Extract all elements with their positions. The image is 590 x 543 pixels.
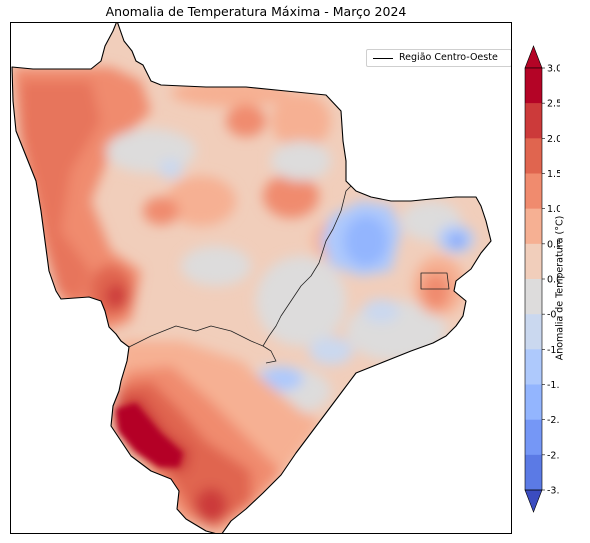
colorbar-tick-label: 2.5 <box>547 99 560 110</box>
colorbar-segment <box>525 419 542 456</box>
colorbar-segment <box>525 314 542 350</box>
colorbar-tick-label: -2.5 <box>547 450 560 461</box>
colorbar-tick-label: 1.0 <box>547 204 560 215</box>
colorbar-segment <box>525 384 542 420</box>
colorbar-segment <box>525 349 542 385</box>
colorbar-tick-label: -1.5 <box>547 380 560 391</box>
colorbar-tick-label: 2.0 <box>547 134 560 145</box>
colorbar-segment <box>525 103 542 139</box>
anomaly-map <box>11 23 492 533</box>
colorbar-tick-label: -2.0 <box>547 415 560 426</box>
colorbar-segment <box>525 208 542 245</box>
colorbar-segment <box>525 68 542 104</box>
region-outline <box>11 23 492 533</box>
colorbar-tick-label: -1.0 <box>547 345 560 356</box>
colorbar-segment <box>525 138 542 174</box>
temperature-field <box>12 23 491 533</box>
colorbar-label: Anomalia de Temperatura (°C) <box>554 215 566 361</box>
colorbar-tick-label: 0.0 <box>547 275 560 286</box>
map-legend: Região Centro-Oeste <box>366 49 511 67</box>
colorbar-segment <box>525 173 542 209</box>
legend-line-sample <box>373 58 393 59</box>
colorbar-segment <box>525 243 542 280</box>
colorbar-tick-label: 0.5 <box>547 239 560 250</box>
map-title: Anomalia de Temperatura Máxima - Março 2… <box>105 4 407 19</box>
colorbar-tick-label: 3.0 <box>547 64 560 75</box>
colorbar-segment <box>525 454 542 491</box>
state-borders <box>128 185 450 364</box>
colorbar-tick-label: 1.5 <box>547 169 560 180</box>
colorbar-over-extend <box>524 45 543 69</box>
colorbar-tick-label: -0.5 <box>547 310 560 321</box>
colorbar-segment <box>525 279 542 315</box>
colorbar-tick-label: -3.0 <box>547 486 560 497</box>
legend-label: Região Centro-Oeste <box>399 52 498 63</box>
map-frame: Região Centro-Oeste <box>10 22 512 534</box>
colorbar: 3.0 2.5 2.0 1.5 1.0 0.5 0.0 -0.5 -1.0 -1.5 -2.0 -2.… <box>524 45 560 513</box>
colorbar-under-extend <box>524 489 543 513</box>
